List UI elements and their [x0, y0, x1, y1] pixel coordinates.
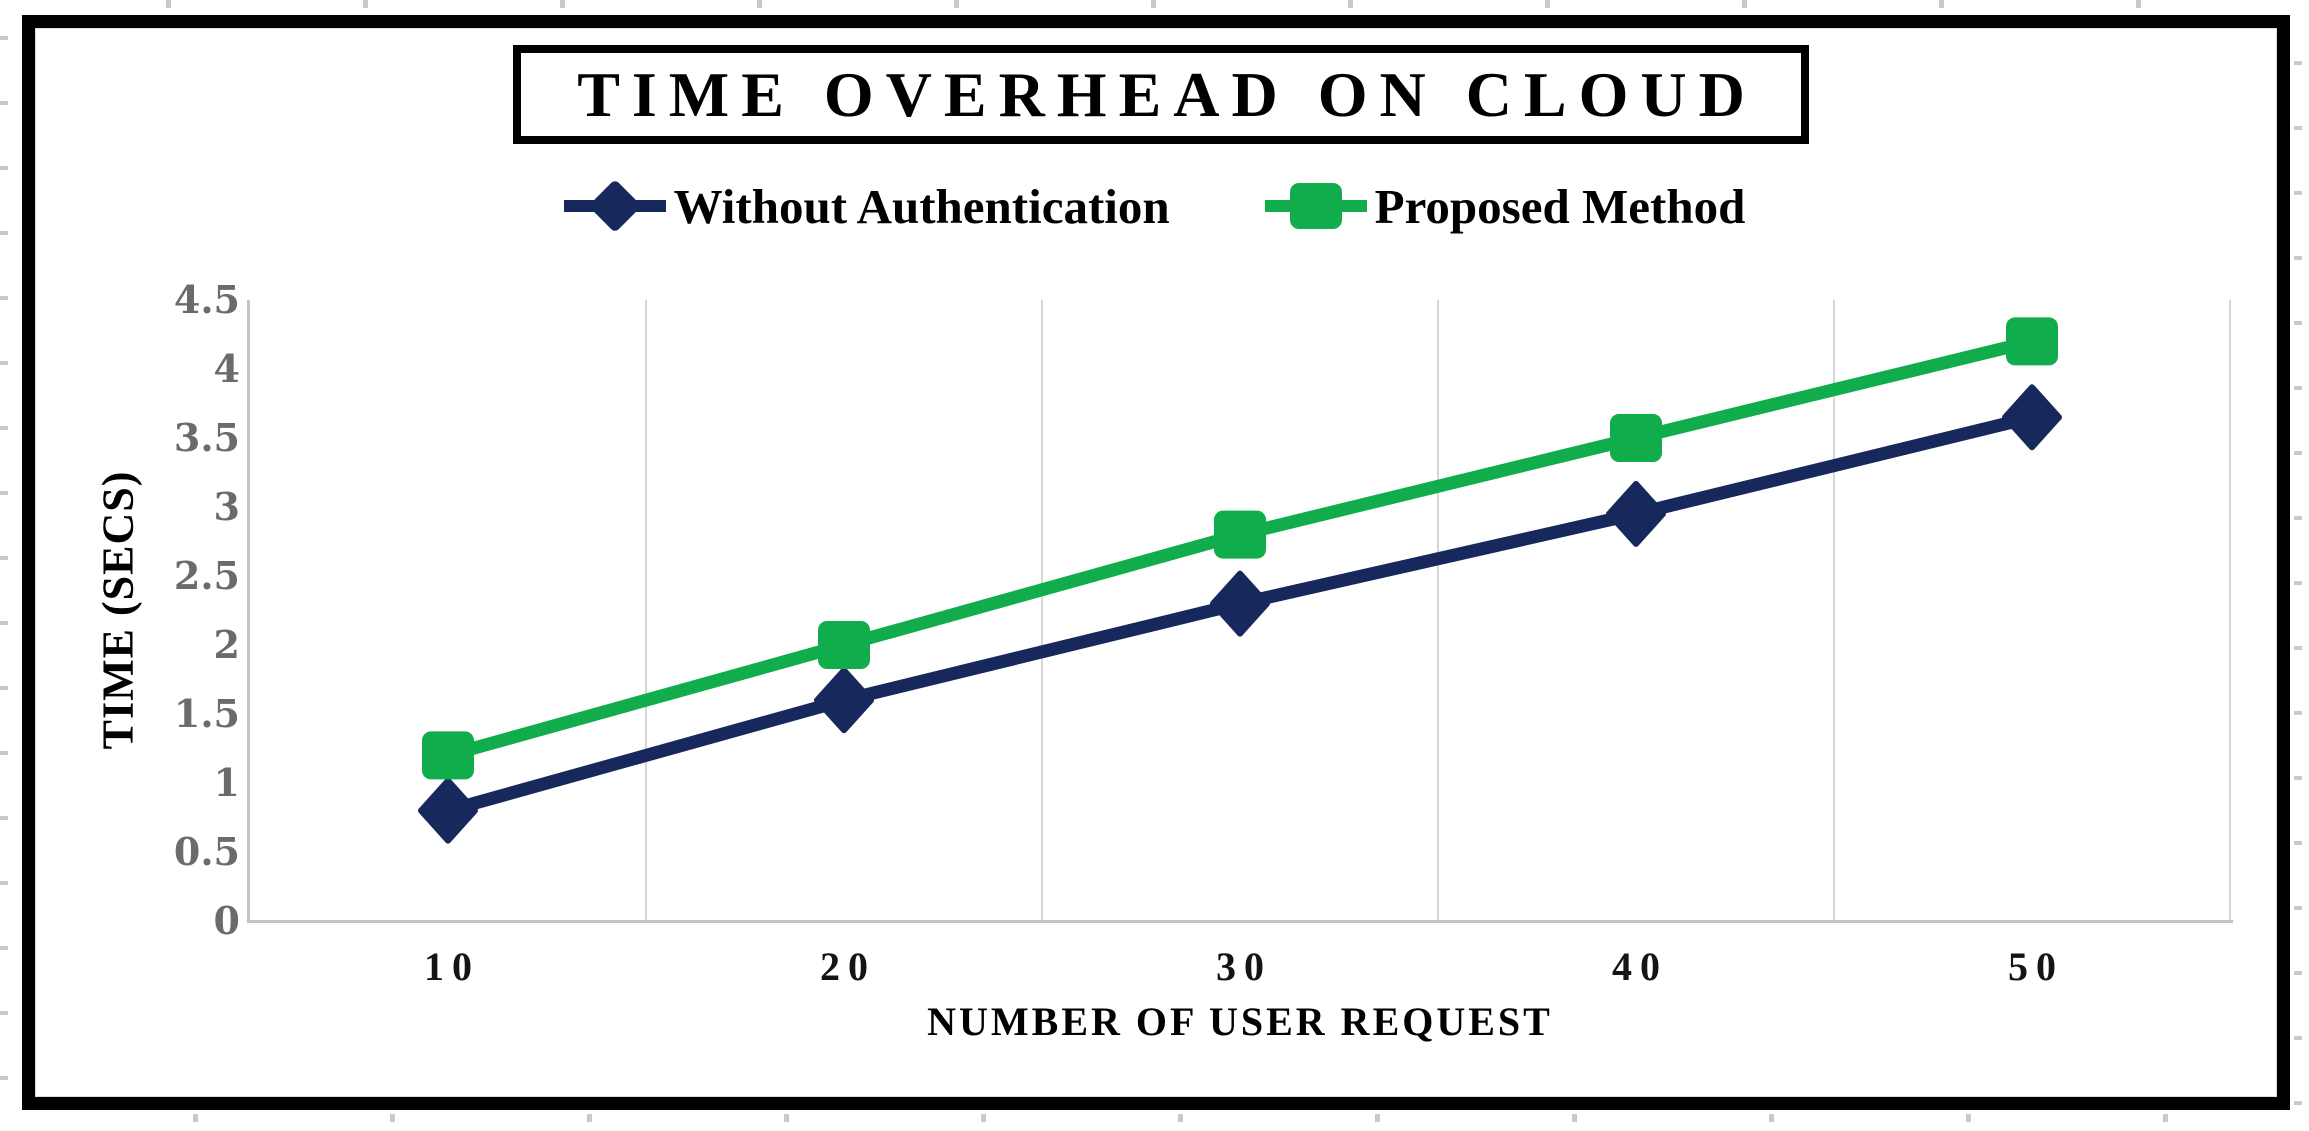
legend-diamond-marker-icon	[563, 176, 666, 236]
x-tick-label: 50	[2008, 944, 2064, 989]
y-tick-label: 1	[213, 760, 240, 805]
worksheet-gridline-stubs-left	[0, 0, 8, 1131]
chart-inner-border	[35, 28, 2277, 1097]
vertical-gridline	[1833, 300, 1835, 921]
legend-item-without-authentication: Without Authentication	[563, 176, 1170, 236]
worksheet-gridline-stubs-right	[2294, 0, 2302, 1131]
y-tick-label: 2.5	[173, 553, 240, 598]
worksheet-gridline-stubs-bottom	[0, 1114, 2309, 1122]
y-tick-label: 2	[213, 622, 240, 667]
vertical-gridline	[1041, 300, 1043, 921]
y-axis-line	[247, 300, 250, 923]
y-tick-label: 0	[213, 898, 240, 943]
legend-square-marker-icon	[1264, 176, 1367, 236]
y-tick-label: 3.5	[173, 415, 240, 460]
vertical-gridline	[2229, 300, 2231, 921]
chart-title-box: TIME OVERHEAD ON CLOUD	[513, 45, 1809, 144]
chart-legend: Without Authentication Proposed Method	[0, 176, 2309, 236]
y-axis-title: TIME (SECS)	[93, 470, 143, 750]
x-axis-line	[247, 920, 2233, 923]
vertical-gridline	[645, 300, 647, 921]
legend-label-proposed-method: Proposed Method	[1374, 178, 1746, 234]
y-tick-label: 4.5	[173, 277, 240, 322]
y-tick-label: 4	[213, 346, 240, 391]
x-axis-title: NUMBER OF USER REQUEST	[927, 999, 1553, 1044]
legend-label-without-authentication: Without Authentication	[673, 178, 1170, 234]
x-tick-label: 40	[1612, 944, 1668, 989]
y-tick-label: 3	[213, 484, 240, 529]
x-tick-label: 10	[424, 944, 480, 989]
chart-title: TIME OVERHEAD ON CLOUD	[577, 58, 1757, 130]
vertical-gridline	[1437, 300, 1439, 921]
x-tick-label: 20	[820, 944, 876, 989]
x-tick-label: 30	[1216, 944, 1272, 989]
y-tick-label: 1.5	[173, 691, 240, 736]
worksheet-gridline-stubs-top	[0, 0, 2309, 8]
y-tick-label: 0.5	[173, 829, 240, 874]
legend-item-proposed-method: Proposed Method	[1264, 176, 1746, 236]
